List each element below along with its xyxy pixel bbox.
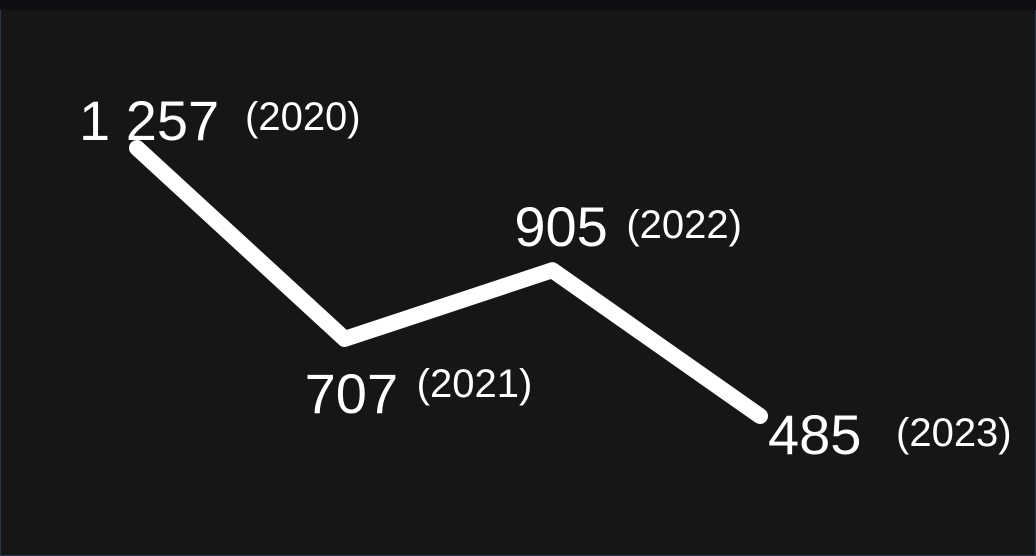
year-label: (2022) (626, 203, 742, 247)
value-label: 707 (305, 362, 398, 425)
data-labels: 1 257 (2020) 707 (2021) 905 (2022) 485 (2023) (79, 89, 1012, 466)
year-label: (2021) (417, 362, 533, 406)
year-label: (2020) (245, 95, 361, 139)
year-label: (2023) (896, 411, 1012, 455)
value-label: 1 257 (79, 89, 219, 152)
value-label: 905 (514, 195, 607, 258)
value-label: 485 (768, 403, 861, 466)
top-strip (0, 0, 1036, 10)
series-line (129, 140, 768, 424)
